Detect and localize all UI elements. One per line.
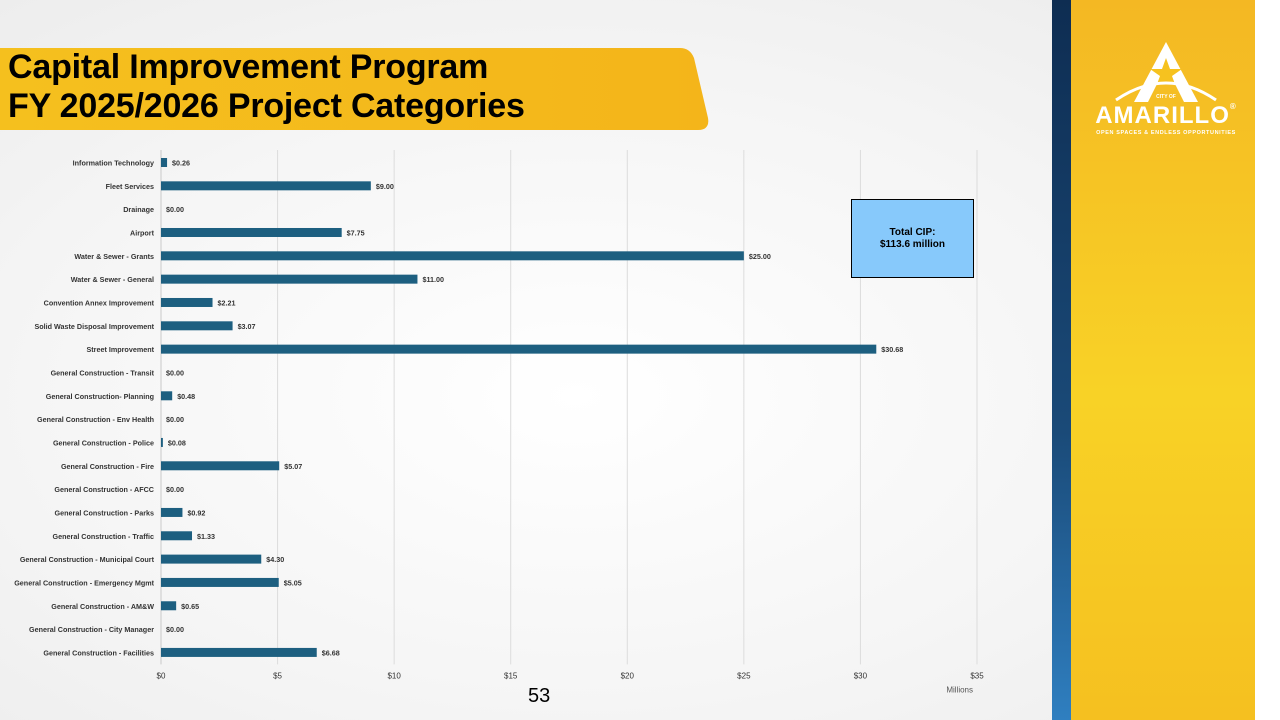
category-label: Water & Sewer - Grants bbox=[74, 252, 154, 261]
value-label: $30.68 bbox=[881, 345, 903, 354]
title-banner bbox=[0, 48, 710, 132]
bar bbox=[161, 297, 213, 307]
callout-line-2: $113.6 million bbox=[879, 239, 946, 250]
category-label: Convention Annex Improvement bbox=[44, 298, 155, 307]
bar bbox=[161, 227, 342, 237]
value-label: $3.07 bbox=[238, 322, 256, 331]
bar bbox=[161, 461, 280, 471]
category-label: Water & Sewer - General bbox=[71, 275, 154, 284]
x-tick-label: $20 bbox=[621, 671, 635, 680]
bar bbox=[161, 321, 233, 331]
logo-name: AMARILLO bbox=[1095, 102, 1230, 129]
bar bbox=[161, 554, 262, 564]
page-number: 53 bbox=[528, 685, 551, 707]
value-label: $9.00 bbox=[376, 182, 394, 191]
bar bbox=[161, 251, 744, 261]
bar bbox=[161, 531, 193, 541]
x-tick-label: $0 bbox=[157, 671, 166, 680]
category-label: Information Technology bbox=[73, 159, 154, 168]
value-label: $0.08 bbox=[168, 438, 186, 447]
value-label: $0.48 bbox=[177, 392, 195, 401]
right-decor-panel bbox=[1052, 0, 1280, 720]
value-label: $1.33 bbox=[197, 532, 215, 541]
x-tick-label: $15 bbox=[504, 671, 518, 680]
bar bbox=[161, 601, 177, 611]
x-tick-label: $5 bbox=[273, 671, 282, 680]
bar bbox=[161, 391, 173, 401]
category-label: Solid Waste Disposal Improvement bbox=[34, 322, 154, 331]
value-label: $0.00 bbox=[166, 205, 184, 214]
value-label: $5.07 bbox=[284, 462, 302, 471]
category-label: General Construction - Police bbox=[53, 438, 154, 447]
page-title-line-1: Capital Improvement Program bbox=[8, 48, 489, 86]
bar bbox=[161, 647, 317, 657]
x-tick-label: $25 bbox=[737, 671, 751, 680]
category-label: General Construction- Planning bbox=[46, 392, 154, 401]
total-cip-callout: Total CIP: $113.6 million bbox=[851, 199, 974, 278]
bar bbox=[161, 507, 183, 517]
bar bbox=[161, 274, 418, 284]
category-label: General Construction - City Manager bbox=[29, 625, 154, 634]
category-label: General Construction - Emergency Mgmt bbox=[14, 578, 154, 587]
logo-tagline: OPEN SPACES & ENDLESS OPPORTUNITIES bbox=[1096, 130, 1236, 136]
category-label: General Construction - Env Health bbox=[37, 415, 154, 424]
title-banner-shape bbox=[0, 48, 709, 130]
value-label: $0.00 bbox=[166, 625, 184, 634]
category-label: General Construction - Municipal Court bbox=[20, 555, 155, 564]
x-tick-label: $10 bbox=[387, 671, 401, 680]
value-label: $0.00 bbox=[166, 368, 184, 377]
value-label: $2.21 bbox=[218, 298, 236, 307]
category-label: Drainage bbox=[123, 205, 154, 214]
bar bbox=[161, 344, 877, 354]
logo-wordmark: AMARILLO® bbox=[1086, 102, 1246, 130]
amarillo-logo: CITY OF AMARILLO® OPEN SPACES & ENDLESS … bbox=[1086, 38, 1246, 148]
value-label: $0.26 bbox=[172, 159, 190, 168]
value-label: $6.68 bbox=[322, 648, 340, 657]
value-label: $0.65 bbox=[181, 602, 199, 611]
category-label: General Construction - AM&W bbox=[51, 602, 154, 611]
value-label: $0.00 bbox=[166, 485, 184, 494]
x-axis-label: Millions bbox=[946, 685, 973, 694]
value-label: $5.05 bbox=[284, 578, 302, 587]
category-label: Airport bbox=[130, 228, 155, 237]
bar bbox=[161, 158, 168, 167]
category-label: Fleet Services bbox=[106, 182, 154, 191]
category-label: General Construction - Parks bbox=[55, 508, 154, 517]
category-label: Street Improvement bbox=[86, 345, 154, 354]
category-label: General Construction - AFCC bbox=[54, 485, 154, 494]
logo-small-text: CITY OF bbox=[1156, 94, 1176, 100]
category-label: General Construction - Facilities bbox=[43, 648, 154, 657]
bar bbox=[161, 437, 163, 447]
yellow-panel bbox=[1071, 0, 1255, 720]
page-title-line-2: FY 2025/2026 Project Categories bbox=[8, 87, 525, 125]
value-label: $0.92 bbox=[187, 508, 205, 517]
navy-stripe bbox=[1052, 0, 1071, 720]
x-tick-label: $35 bbox=[970, 671, 984, 680]
logo-a-star-icon: CITY OF bbox=[1115, 42, 1217, 102]
callout-line-1: Total CIP: bbox=[889, 227, 936, 238]
value-label: $11.00 bbox=[422, 275, 444, 284]
value-label: $7.75 bbox=[347, 228, 365, 237]
bar-chart: $0 $5 $10 $15 $20 $25 $30 $35 Millions Informatio… bbox=[14, 150, 984, 694]
category-label: General Construction - Traffic bbox=[53, 532, 154, 541]
bar bbox=[161, 577, 279, 587]
bar bbox=[161, 181, 371, 191]
value-label: $0.00 bbox=[166, 415, 184, 424]
x-tick-label: $30 bbox=[854, 671, 868, 680]
white-edge bbox=[1255, 0, 1280, 720]
logo-registered: ® bbox=[1229, 102, 1237, 111]
value-label: $25.00 bbox=[749, 252, 771, 261]
category-label: General Construction - Transit bbox=[51, 368, 155, 377]
category-label: General Construction - Fire bbox=[61, 462, 154, 471]
value-label: $4.30 bbox=[266, 555, 284, 564]
